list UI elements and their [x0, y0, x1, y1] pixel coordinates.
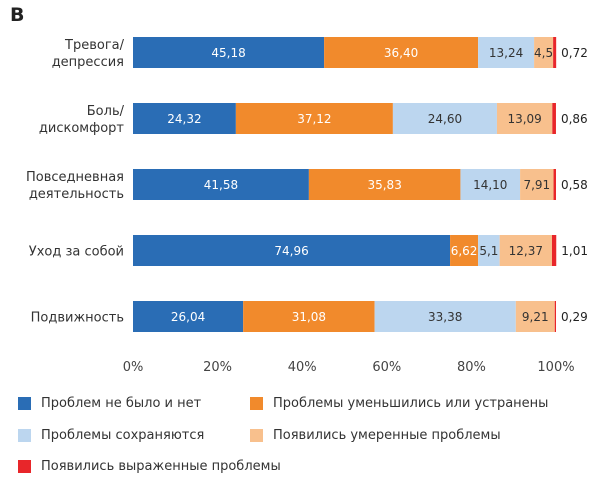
legend-swatch-reduced: [250, 397, 263, 410]
bar-segment-moderate: [515, 301, 555, 332]
bar-value-label: 4,5: [534, 46, 553, 60]
bar-segment-severe: [553, 169, 556, 200]
bar-segment-persist: [478, 37, 535, 68]
x-tick-label: 100%: [537, 360, 574, 375]
bar-segment-reduced: [324, 37, 479, 68]
bar-value-label: 13,24: [489, 46, 523, 60]
bar-segment-reduced: [235, 103, 393, 134]
bar-segment-reduced: [450, 235, 479, 266]
bar-value-label: 1,01: [561, 244, 588, 258]
bar-value-label: 0,72: [561, 46, 588, 60]
bar-value-label: 6,62: [451, 244, 478, 258]
bar-segment-severe: [551, 235, 557, 266]
bar-segment-moderate: [499, 235, 552, 266]
category-label: Боль/дискомфорт: [39, 104, 125, 136]
bar-value-label: 33,38: [428, 310, 462, 324]
bar-value-label: 0,29: [561, 310, 588, 324]
bar-value-label: 24,60: [428, 112, 462, 126]
bar-value-label: 74,96: [274, 244, 308, 258]
bar-value-label: 26,04: [171, 310, 205, 324]
bar-value-label: 45,18: [211, 46, 245, 60]
bar-segment-severe: [552, 103, 556, 134]
bar-segment-reduced: [308, 169, 461, 200]
legend-swatch-no-problems: [18, 397, 31, 410]
bar-segment-no_problems: [133, 301, 244, 332]
bar-value-label: 36,40: [384, 46, 418, 60]
stacked-bar-chart: Тревога/депрессия 45,18 36,40 13,24 4,5 0,72 Б…: [26, 37, 588, 375]
bar-segment-moderate: [520, 169, 554, 200]
legend-label-persist: Проблемы сохраняются: [41, 428, 205, 443]
bar-segment-no_problems: [133, 235, 451, 266]
legend-swatch-severe: [18, 460, 31, 473]
legend-label-reduced: Проблемы уменьшились или устранены: [273, 396, 549, 411]
bar-value-label: 14,10: [473, 178, 507, 192]
bar-segment-reduced: [243, 301, 375, 332]
bar-value-label: 5,1: [479, 244, 498, 258]
bar-value-label: 35,83: [367, 178, 401, 192]
category-label: Тревога/депрессия: [52, 38, 125, 70]
x-tick-label: 20%: [203, 360, 232, 375]
legend-swatch-moderate: [250, 429, 263, 442]
bar-segment-no_problems: [133, 169, 309, 200]
category-label: Повседневная деятельность: [26, 170, 124, 202]
legend-label-severe: Появились выраженные проблемы: [41, 459, 281, 474]
bar-value-label: 0,86: [561, 112, 588, 126]
bar-segment-no_problems: [133, 37, 325, 68]
x-tick-label: 40%: [288, 360, 317, 375]
legend-swatch-persist: [18, 429, 31, 442]
category-label: Подвижность: [31, 311, 124, 326]
legend-item-severe: Появились выраженные проблемы: [18, 459, 281, 474]
bar-segment-moderate: [534, 37, 554, 68]
legend-label-no-problems: Проблем не было и нет: [41, 396, 202, 411]
bar-segment-severe: [553, 37, 557, 68]
x-tick-label: 0%: [123, 360, 144, 375]
bar-segment-persist: [478, 235, 500, 266]
legend-item-reduced: Проблемы уменьшились или устранены: [250, 396, 548, 411]
bar-value-label: 31,08: [292, 310, 326, 324]
category-label: Уход за собой: [29, 245, 124, 260]
bar-segment-persist: [460, 169, 521, 200]
bar-segment-persist: [374, 301, 516, 332]
bar-value-label: 7,91: [523, 178, 550, 192]
bar-value-label: 12,37: [509, 244, 543, 258]
bar-segment-persist: [392, 103, 497, 134]
bar-segment-moderate: [496, 103, 553, 134]
bar-value-label: 24,32: [167, 112, 201, 126]
legend-label-moderate: Появились умеренные проблемы: [273, 428, 501, 443]
bar-value-label: 9,21: [522, 310, 549, 324]
bar-segment-severe: [554, 301, 556, 332]
bar-value-label: 41,58: [204, 178, 238, 192]
legend-item-no-problems: Проблем не было и нет: [18, 396, 201, 411]
x-tick-label: 80%: [457, 360, 486, 375]
bar-value-label: 0,58: [561, 178, 588, 192]
bar-value-label: 13,09: [507, 112, 541, 126]
bar-value-label: 37,12: [297, 112, 331, 126]
bar-segment-no_problems: [133, 103, 236, 134]
legend-item-moderate: Появились умеренные проблемы: [250, 428, 501, 443]
panel-label: B: [10, 4, 25, 26]
legend-item-persist: Проблемы сохраняются: [18, 428, 204, 443]
x-tick-label: 60%: [372, 360, 401, 375]
